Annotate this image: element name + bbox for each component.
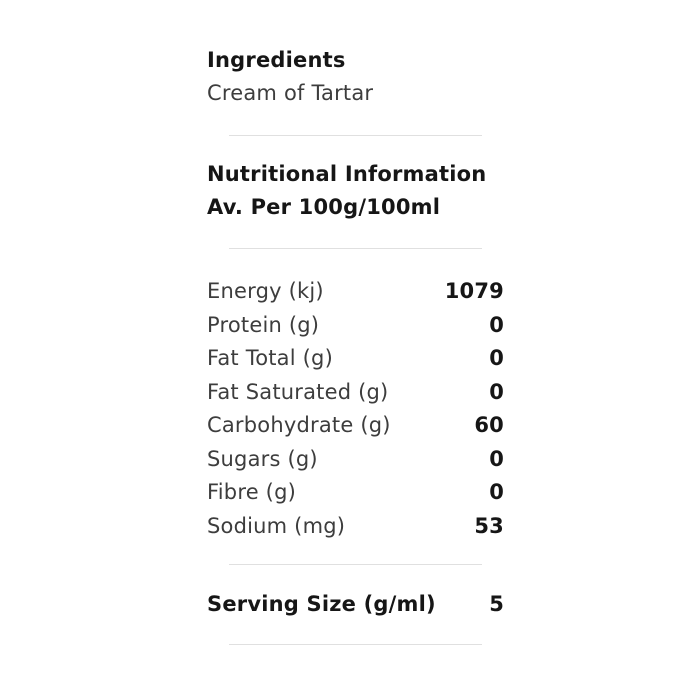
divider	[229, 564, 482, 565]
serving-size-label: Serving Size (g/ml)	[207, 592, 436, 616]
product-info-panel: Ingredients Cream of Tartar Nutritional …	[207, 44, 504, 645]
nutrient-value: 0	[489, 346, 504, 370]
divider	[229, 644, 482, 645]
nutrient-value: 0	[489, 480, 504, 504]
nutrient-label: Fibre (g)	[207, 480, 296, 504]
nutrient-value: 1079	[444, 279, 504, 303]
nutrient-label: Sugars (g)	[207, 446, 318, 471]
nutrient-value: 0	[489, 312, 504, 337]
nutrition-row: Protein (g) 0	[207, 309, 504, 343]
nutrient-label: Energy (kj)	[207, 279, 324, 303]
nutrition-row: Fat Total (g) 0	[207, 342, 504, 376]
nutrition-row: Sugars (g) 0	[207, 443, 504, 477]
nutrition-row: Fat Saturated (g) 0	[207, 376, 504, 410]
nutrition-row: Carbohydrate (g) 60	[207, 409, 504, 443]
ingredients-title: Ingredients	[207, 48, 346, 72]
ingredients-section: Ingredients Cream of Tartar	[207, 44, 504, 110]
nutrient-label: Fat Total (g)	[207, 346, 333, 370]
nutrient-label: Fat Saturated (g)	[207, 379, 389, 404]
divider	[229, 248, 482, 249]
nutrition-subtitle: Av. Per 100g/100ml	[207, 195, 441, 219]
divider	[229, 135, 482, 136]
nutrition-row: Sodium (mg) 53	[207, 510, 504, 544]
nutrient-label: Sodium (mg)	[207, 513, 346, 538]
nutrition-row: Energy (kj) 1079	[207, 275, 504, 309]
nutrient-value: 0	[489, 379, 504, 404]
nutrient-value: 0	[489, 446, 504, 471]
nutrition-row: Fibre (g) 0	[207, 476, 504, 510]
serving-size-row: Serving Size (g/ml) 5	[207, 588, 504, 621]
nutrient-label: Protein (g)	[207, 312, 320, 337]
serving-size-value: 5	[489, 592, 504, 616]
nutrition-table: Energy (kj) 1079 Protein (g) 0 Fat Total (g)…	[207, 275, 504, 543]
ingredients-value: Cream of Tartar	[207, 81, 374, 105]
nutrient-label: Carbohydrate (g)	[207, 413, 391, 437]
nutrient-value: 60	[474, 413, 504, 437]
nutrient-value: 53	[474, 513, 504, 538]
nutrition-header: Nutritional Information Av. Per 100g/100…	[207, 158, 504, 224]
nutrition-title: Nutritional Information	[207, 162, 487, 186]
